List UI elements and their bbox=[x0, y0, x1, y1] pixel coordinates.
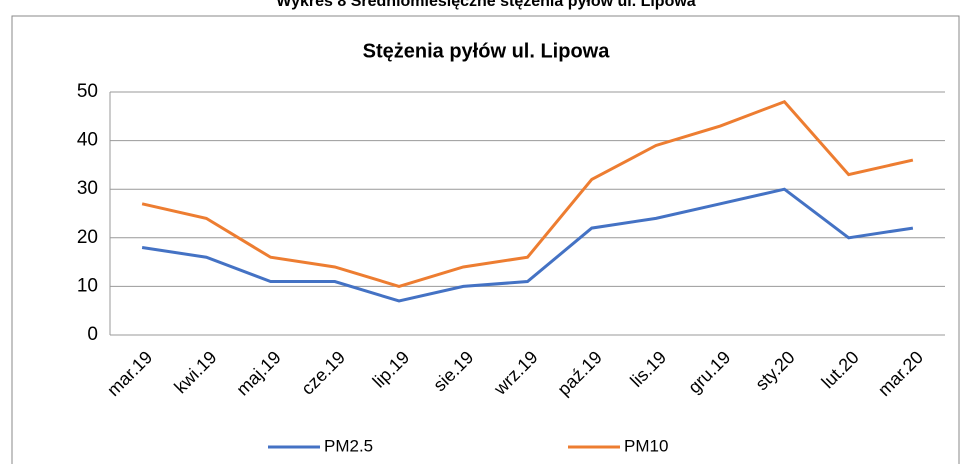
chart-border bbox=[11, 15, 960, 464]
y-tick-label: 0 bbox=[87, 324, 98, 345]
chart-title: Stężenia pyłów ul. Lipowa bbox=[363, 40, 611, 62]
y-tick-label: 20 bbox=[77, 227, 98, 248]
legend-label: PM10 bbox=[624, 436, 668, 455]
y-tick-label: 40 bbox=[77, 130, 98, 151]
series-line bbox=[141, 99, 914, 288]
legend-label: PM2.5 bbox=[324, 436, 373, 455]
y-tick-label: 50 bbox=[77, 81, 98, 102]
series-line bbox=[141, 187, 914, 303]
y-tick-label: 30 bbox=[77, 178, 98, 199]
y-tick-label: 10 bbox=[77, 275, 98, 296]
caption: Wykres 8 Średniomiesięczne stężenia pyłó… bbox=[276, 0, 696, 10]
